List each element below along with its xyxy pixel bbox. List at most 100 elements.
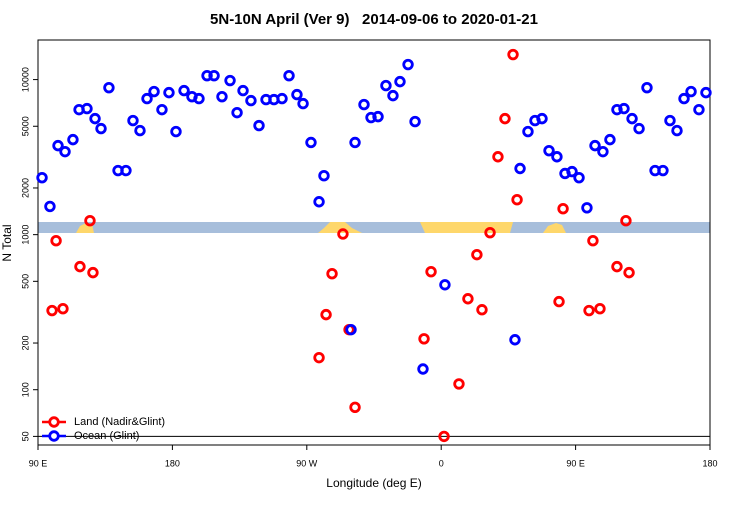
data-point	[276, 92, 288, 105]
data-point	[224, 74, 236, 87]
y-tick-label: 1000	[20, 225, 30, 245]
data-point	[611, 260, 623, 273]
data-point	[337, 228, 349, 240]
data-point	[476, 304, 488, 316]
data-point	[313, 196, 325, 208]
y-tick-label: 500	[20, 274, 30, 289]
x-tick-label: 90 W	[296, 458, 318, 468]
data-point	[141, 92, 153, 105]
data-point	[50, 235, 62, 247]
data-point	[509, 334, 521, 346]
data-point	[365, 111, 377, 124]
data-point	[178, 84, 190, 97]
data-point	[417, 363, 429, 375]
data-point	[394, 75, 406, 88]
data-point	[425, 265, 437, 278]
data-point	[44, 200, 56, 213]
data-point	[387, 89, 399, 102]
data-point	[553, 295, 565, 308]
data-point	[358, 98, 370, 111]
chart-title: 5N-10N April (Ver 9) 2014-09-06 to 2020-…	[210, 11, 538, 28]
data-point	[573, 171, 585, 184]
data-point	[700, 86, 712, 99]
y-tick-label: 10000	[20, 67, 30, 92]
y-tick-label: 5000	[20, 116, 30, 136]
data-point	[127, 114, 139, 127]
data-point	[536, 112, 548, 125]
data-point	[283, 69, 295, 82]
data-point	[291, 88, 303, 101]
data-point	[551, 151, 563, 163]
data-point	[245, 94, 257, 107]
legend-marker	[48, 416, 60, 428]
data-point	[418, 333, 430, 345]
land-ocean-band	[38, 222, 710, 233]
data-point	[462, 293, 474, 305]
data-point	[626, 112, 638, 125]
x-tick-label: 180	[165, 458, 180, 468]
y-axis-label: N Total	[0, 224, 14, 261]
data-point	[604, 133, 616, 146]
data-point	[492, 151, 504, 163]
plot-frame	[37, 39, 711, 446]
data-point	[522, 125, 534, 138]
data-point	[57, 302, 69, 315]
data-point	[566, 165, 578, 178]
data-point	[597, 145, 609, 158]
y-tick-label: 200	[20, 336, 30, 351]
data-point	[120, 164, 132, 177]
data-point	[511, 194, 523, 206]
data-point	[557, 203, 569, 215]
data-point	[156, 103, 168, 116]
data-point	[380, 79, 392, 92]
legend-label: Land (Nadir&Glint)	[74, 416, 165, 428]
data-point	[594, 302, 606, 315]
data-point	[95, 122, 107, 135]
data-point	[345, 323, 357, 336]
data-point	[253, 119, 265, 132]
data-point	[499, 112, 511, 125]
data-point	[170, 125, 182, 138]
legend-label: Ocean (Glint)	[74, 430, 139, 442]
data-point	[318, 169, 330, 182]
data-point	[623, 266, 635, 279]
data-point	[313, 351, 325, 364]
data-point	[611, 103, 623, 116]
data-point	[685, 85, 697, 98]
data-point	[484, 226, 496, 239]
data-point	[237, 84, 249, 97]
data-point	[349, 401, 361, 414]
data-point	[81, 102, 93, 115]
y-tick-label: 50	[20, 431, 30, 441]
data-point	[74, 260, 86, 273]
data-point	[514, 162, 526, 175]
x-tick-label: 180	[702, 458, 717, 468]
data-point	[84, 215, 96, 227]
data-point	[438, 430, 450, 443]
data-point	[589, 139, 601, 152]
data-point	[201, 69, 213, 82]
data-point	[402, 58, 414, 71]
data-point	[148, 85, 160, 98]
legend-marker	[48, 430, 60, 442]
data-point	[678, 92, 690, 105]
data-point	[59, 145, 71, 158]
data-point	[693, 103, 705, 116]
data-point	[326, 267, 338, 280]
data-point	[471, 248, 483, 261]
data-point	[193, 92, 205, 105]
x-tick-label: 90 E	[29, 458, 48, 468]
data-point	[163, 86, 175, 99]
data-point	[507, 48, 519, 61]
data-point	[587, 235, 599, 247]
data-point	[46, 304, 58, 317]
data-point	[543, 144, 555, 157]
data-point	[620, 215, 632, 227]
data-point	[641, 81, 653, 94]
data-point	[664, 114, 676, 127]
x-tick-label: 0	[439, 458, 444, 468]
data-point	[103, 81, 115, 94]
data-point	[581, 202, 593, 214]
x-tick-label: 90 E	[566, 458, 585, 468]
